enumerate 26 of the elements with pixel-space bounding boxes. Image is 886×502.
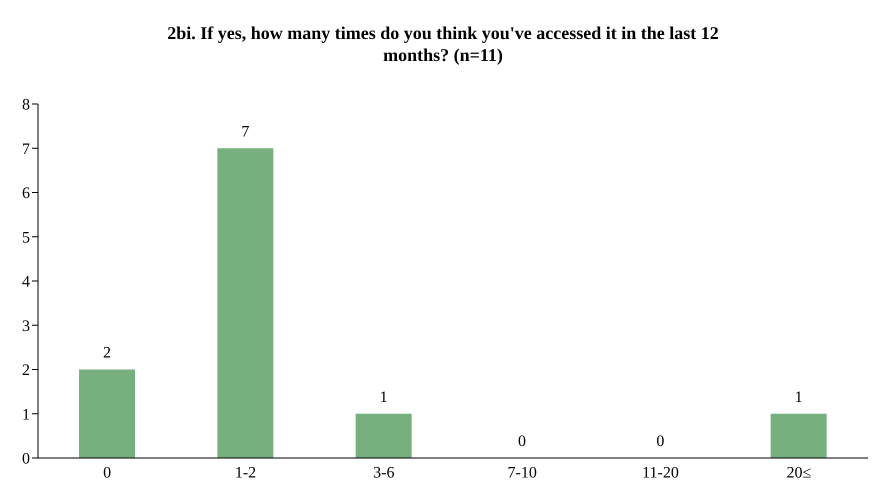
y-tick-label: 6 — [22, 185, 30, 202]
x-tick-label: 7-10 — [508, 464, 537, 482]
data-label: 0 — [518, 433, 526, 450]
data-label: 1 — [794, 388, 803, 406]
bar — [79, 370, 135, 458]
bar — [217, 148, 274, 458]
chart-title: 2bi. If yes, how many times do you think you've accessed it in the last 12 months? (n=11) — [166, 22, 720, 66]
bar — [356, 414, 412, 458]
bar — [770, 414, 827, 458]
y-tick-label: 1 — [22, 406, 30, 424]
y-tick-label: 7 — [22, 140, 30, 158]
x-tick-label: 11-20 — [642, 464, 679, 482]
x-tick-label: 0 — [103, 464, 112, 482]
data-label: 2 — [103, 344, 111, 362]
y-tick-label: 3 — [22, 318, 30, 335]
x-tick-label: 3-6 — [373, 464, 394, 482]
y-tick-label: 4 — [22, 274, 30, 291]
data-label: 0 — [656, 433, 664, 450]
x-tick-label: 1-2 — [234, 464, 256, 482]
y-tick-label: 5 — [22, 229, 30, 246]
y-tick-label: 8 — [22, 96, 30, 114]
y-tick-label: 2 — [22, 362, 30, 380]
x-tick-label: 20≤ — [786, 464, 812, 482]
y-tick-label: 0 — [22, 450, 30, 468]
data-label: 1 — [380, 388, 388, 406]
data-label: 7 — [241, 123, 250, 140]
